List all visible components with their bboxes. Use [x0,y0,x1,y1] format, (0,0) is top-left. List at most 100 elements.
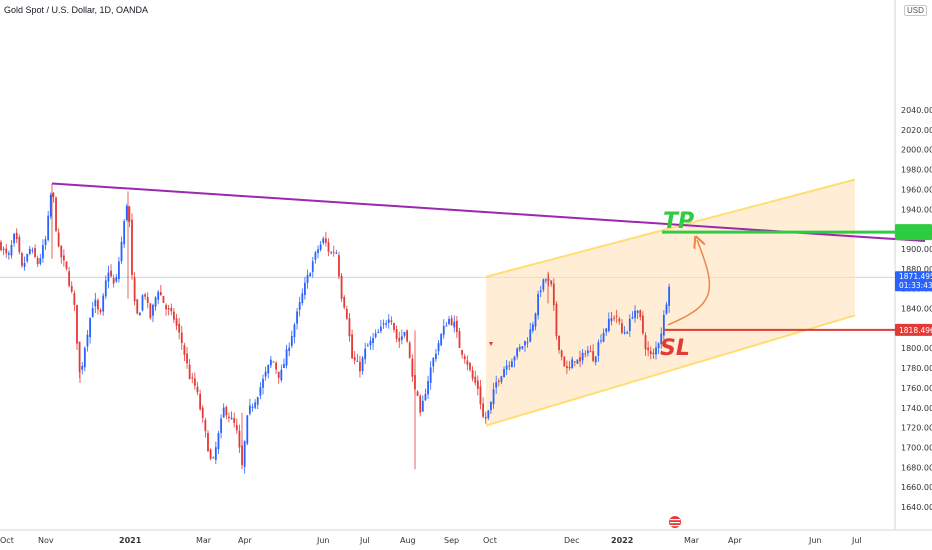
candle-down [408,342,411,358]
candle-down [324,238,327,243]
price-tick-label: 1640.000 [901,503,932,512]
candle-down [5,248,8,254]
channel-upper-line [485,178,856,278]
candle-down [173,311,175,320]
candle-up [429,367,432,383]
candle-up [288,347,291,351]
candle-up [10,244,13,256]
candle-up [626,332,629,334]
price-tick-label: 1960.000 [901,185,932,194]
candle-down [550,280,553,285]
candle-down [110,270,112,277]
candle-down [183,345,186,355]
candle-down [170,308,173,312]
candle-down [351,334,353,359]
candle-up [356,360,359,362]
candle-down [406,330,408,342]
candle-up [230,417,233,420]
candle-up [374,333,377,338]
candle-down [112,278,115,284]
candle-up [605,328,608,333]
candle-up [86,334,89,347]
candle-up [269,359,272,366]
candle-up [157,291,160,300]
candle-up [364,348,367,360]
candle-down [238,430,241,448]
candle-up [123,221,126,245]
channel-fill [486,179,855,426]
candle-up [500,376,503,382]
candle-up [311,261,314,272]
candlestick-series [0,183,670,474]
candle-down [476,380,479,389]
candle-down [613,317,615,319]
price-tick-label: 1720.000 [901,424,932,433]
candle-up [445,325,448,327]
candle-up [118,261,120,279]
candle-up [309,273,312,277]
candle-down [52,192,55,198]
candle-up [665,304,668,314]
candle-down [193,378,196,386]
candle-down [649,351,652,355]
candle-up [262,378,264,388]
candle-down [563,356,566,367]
candle-down [395,329,398,339]
candle-down [390,320,393,323]
price-tick-label: 1900.000 [901,245,932,254]
candle-up [508,365,511,367]
candle-down [128,206,131,222]
candle-down [455,320,458,333]
candle-up [293,324,296,338]
candle-down [419,395,422,413]
candle-up [511,361,513,368]
candle-down [359,361,361,372]
time-tick-label: Apr [238,536,253,545]
candle-down [327,242,330,252]
candle-up [290,336,293,346]
candle-down [642,315,644,334]
candle-down [393,323,395,330]
candle-down [568,366,571,368]
candle-up [631,317,634,319]
candle-down [560,350,563,357]
candle-up [435,353,437,359]
current-price-value: 1871.495 [899,272,932,281]
candle-down [566,366,568,369]
price-tick-label: 2000.000 [901,146,932,155]
candle-down [199,393,202,410]
candle-down [647,347,650,351]
candle-up [628,318,631,332]
candle-up [655,347,657,355]
candle-up [47,215,50,240]
candle-up [280,369,283,381]
price-tick-label: 1940.000 [901,205,932,214]
candle-up [448,318,450,324]
bar-countdown: 01:33:43 [899,281,932,290]
candle-down [450,318,453,326]
candle-down [340,275,343,299]
candle-up [89,318,91,338]
candle-up [385,323,388,325]
candle-up [442,326,445,335]
candle-up [492,389,495,405]
candle-up [81,365,84,370]
candle-down [57,232,60,247]
time-tick-label: Jul [851,536,862,545]
candle-down [62,255,65,261]
flag-stripe [670,525,680,527]
candle-down [552,283,555,306]
currency-label[interactable]: USD [904,5,927,16]
candle-down [55,197,57,232]
candle-up [42,245,44,259]
candle-up [518,346,521,350]
candle-down [18,237,21,253]
candle-down [188,364,191,379]
candle-up [660,333,663,345]
time-tick-label: Oct [483,536,497,545]
candle-up [259,387,262,396]
candle-down [149,303,152,319]
candle-down [592,351,595,361]
candle-up [531,324,534,332]
